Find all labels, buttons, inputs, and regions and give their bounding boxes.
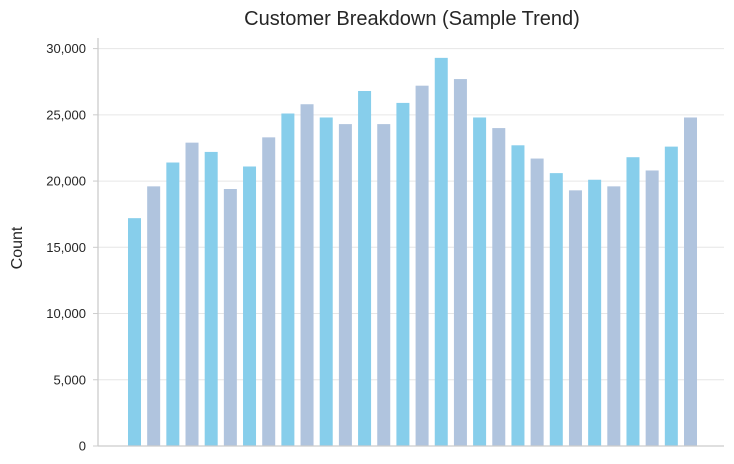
bar (300, 104, 314, 446)
bar (626, 157, 640, 446)
bar (377, 124, 391, 446)
bar (568, 190, 582, 446)
chart-title: Customer Breakdown (Sample Trend) (244, 8, 580, 30)
y-tick-label: 20,000 (46, 174, 86, 189)
bar (473, 117, 487, 446)
y-axis-label: Count (9, 226, 26, 269)
bar (684, 117, 697, 446)
y-tick-labels: 0 5,000 10,000 15,000 20,000 25,000 30,000 (46, 41, 98, 454)
bar (492, 128, 506, 446)
bar (607, 186, 621, 447)
bar (243, 166, 257, 447)
bar (262, 137, 276, 446)
bar (223, 189, 237, 446)
bar (645, 170, 659, 446)
bar (204, 151, 218, 447)
bar (511, 145, 525, 447)
bar (415, 85, 429, 446)
bar (281, 113, 295, 446)
y-tick-label: 25,000 (46, 107, 86, 122)
y-tick-label: 15,000 (46, 240, 86, 255)
y-tick-label: 5,000 (53, 372, 86, 387)
bar (128, 218, 141, 446)
bars (128, 57, 697, 447)
bar (185, 142, 199, 446)
y-tick-label: 30,000 (46, 41, 86, 56)
bar (319, 117, 333, 446)
bar (434, 57, 448, 447)
bar (338, 124, 352, 446)
bar (664, 146, 678, 446)
y-tick-label: 10,000 (46, 306, 86, 321)
bar (396, 102, 410, 446)
bar (358, 90, 372, 447)
y-tick-label: 0 (79, 439, 86, 454)
axes (97, 38, 724, 447)
bar (588, 179, 602, 447)
bar (530, 158, 544, 447)
bar (453, 79, 467, 446)
bar (166, 162, 180, 446)
bar (147, 186, 161, 447)
bar (549, 173, 563, 446)
